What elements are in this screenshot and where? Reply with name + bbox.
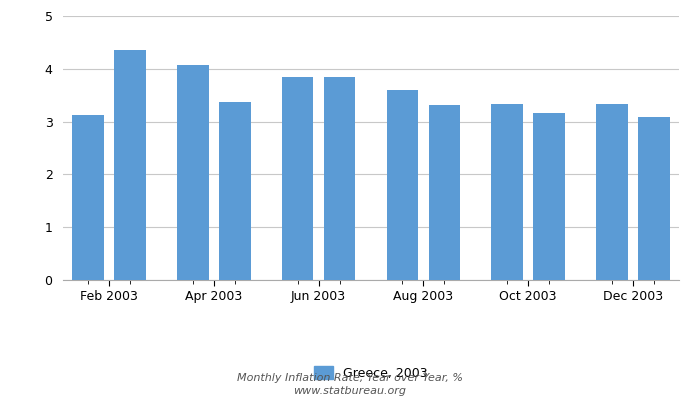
Bar bbox=[491, 104, 523, 280]
Bar bbox=[428, 105, 460, 280]
Bar bbox=[72, 115, 104, 280]
Legend: Greece, 2003: Greece, 2003 bbox=[309, 361, 433, 385]
Bar bbox=[386, 90, 418, 280]
Bar bbox=[177, 64, 209, 280]
Text: Monthly Inflation Rate, Year over Year, %: Monthly Inflation Rate, Year over Year, … bbox=[237, 373, 463, 383]
Bar bbox=[533, 113, 565, 280]
Bar bbox=[282, 77, 314, 280]
Bar bbox=[638, 117, 670, 280]
Bar bbox=[596, 104, 628, 280]
Bar bbox=[219, 102, 251, 280]
Bar bbox=[324, 77, 356, 280]
Text: www.statbureau.org: www.statbureau.org bbox=[293, 386, 407, 396]
Bar bbox=[114, 50, 146, 280]
